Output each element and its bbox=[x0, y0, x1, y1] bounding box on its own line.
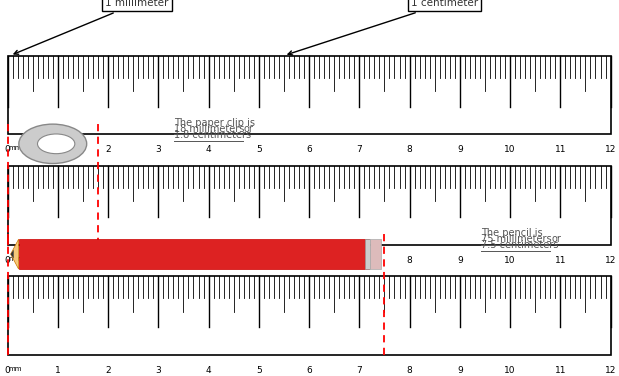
Text: 4: 4 bbox=[206, 256, 211, 265]
Text: 3: 3 bbox=[155, 366, 161, 375]
Text: 6: 6 bbox=[306, 256, 312, 265]
Text: 6: 6 bbox=[306, 146, 312, 155]
Text: mm: mm bbox=[9, 366, 22, 372]
Text: 7.5 centimeters: 7.5 centimeters bbox=[482, 240, 559, 250]
Text: 8: 8 bbox=[407, 146, 412, 155]
Text: or: or bbox=[552, 234, 561, 244]
Text: 8: 8 bbox=[407, 256, 412, 265]
Text: or: or bbox=[244, 124, 254, 134]
FancyBboxPatch shape bbox=[7, 276, 610, 355]
Text: The paper clip is: The paper clip is bbox=[174, 118, 254, 128]
Text: 9: 9 bbox=[457, 146, 462, 155]
Text: 2: 2 bbox=[105, 256, 111, 265]
Text: 11: 11 bbox=[555, 366, 566, 375]
Text: 1: 1 bbox=[55, 146, 61, 155]
FancyBboxPatch shape bbox=[19, 239, 369, 269]
Polygon shape bbox=[11, 250, 14, 259]
Text: 12: 12 bbox=[605, 256, 617, 265]
FancyBboxPatch shape bbox=[365, 239, 370, 269]
Text: 10: 10 bbox=[504, 146, 516, 155]
Text: 9: 9 bbox=[457, 256, 462, 265]
Text: 5: 5 bbox=[256, 256, 262, 265]
Ellipse shape bbox=[19, 124, 87, 164]
Text: 0: 0 bbox=[5, 256, 11, 265]
Text: 4: 4 bbox=[206, 146, 211, 155]
Text: 7: 7 bbox=[357, 146, 362, 155]
Text: mm: mm bbox=[9, 256, 22, 262]
Text: 11: 11 bbox=[555, 146, 566, 155]
Text: 2: 2 bbox=[105, 146, 111, 155]
Text: 12: 12 bbox=[605, 366, 617, 375]
Text: 10: 10 bbox=[504, 256, 516, 265]
Text: 0: 0 bbox=[5, 146, 11, 155]
FancyBboxPatch shape bbox=[7, 56, 610, 134]
Text: 75 millimeters: 75 millimeters bbox=[482, 234, 555, 244]
Text: 6: 6 bbox=[306, 366, 312, 375]
Text: The pencil is: The pencil is bbox=[482, 228, 543, 238]
Text: 7: 7 bbox=[357, 256, 362, 265]
Text: 8: 8 bbox=[407, 366, 412, 375]
Polygon shape bbox=[11, 239, 19, 269]
FancyBboxPatch shape bbox=[7, 166, 610, 245]
Text: mm: mm bbox=[9, 146, 22, 152]
Text: 0: 0 bbox=[5, 366, 11, 375]
Text: 1 centimeter: 1 centimeter bbox=[288, 0, 478, 55]
Text: 5: 5 bbox=[256, 366, 262, 375]
Text: 1: 1 bbox=[55, 256, 61, 265]
Text: 10 millimeters: 10 millimeters bbox=[0, 375, 1, 376]
Text: 11: 11 bbox=[555, 256, 566, 265]
Text: 1 millimeter: 1 millimeter bbox=[14, 0, 168, 54]
Text: 1.8 centimeters: 1.8 centimeters bbox=[174, 130, 251, 140]
Text: 12: 12 bbox=[605, 146, 617, 155]
Text: 3: 3 bbox=[155, 256, 161, 265]
Text: 4: 4 bbox=[206, 366, 211, 375]
Text: 5: 5 bbox=[256, 146, 262, 155]
FancyBboxPatch shape bbox=[370, 239, 381, 269]
Ellipse shape bbox=[38, 134, 75, 154]
Text: 10: 10 bbox=[504, 366, 516, 375]
Text: 7: 7 bbox=[357, 366, 362, 375]
Text: 18 millimeters: 18 millimeters bbox=[174, 124, 247, 134]
Text: 3: 3 bbox=[155, 146, 161, 155]
Text: 9: 9 bbox=[457, 366, 462, 375]
Text: 2: 2 bbox=[105, 366, 111, 375]
Text: 1: 1 bbox=[55, 366, 61, 375]
